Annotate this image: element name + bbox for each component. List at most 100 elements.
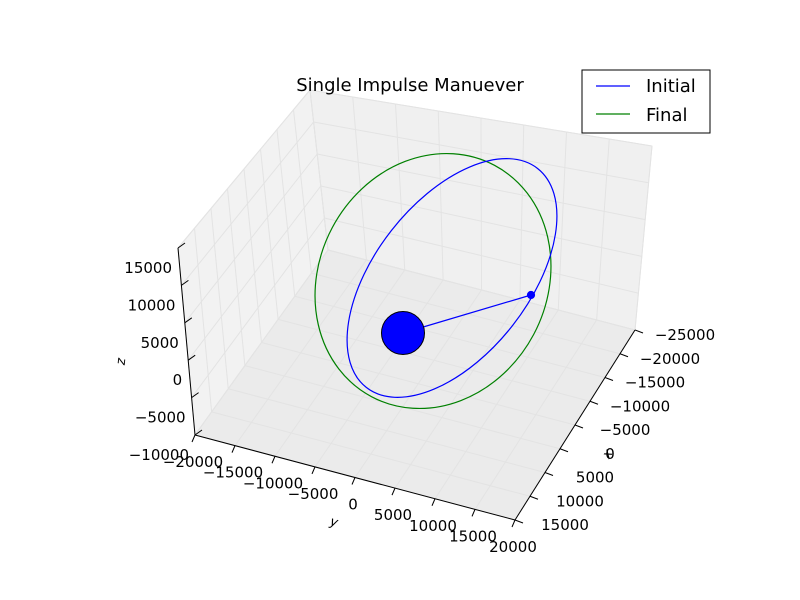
tick-mark-y: [311, 466, 316, 475]
grid-line-x: [211, 411, 531, 497]
grid-line-z: [194, 249, 329, 436]
grid-line-z: [184, 153, 318, 324]
series-initial-orbit: [346, 158, 558, 398]
tick-mark-y: [191, 434, 196, 443]
tick-label-y: 10000: [409, 517, 457, 535]
legend-label-initial: Initial: [646, 76, 696, 97]
tick-mark-y: [511, 519, 516, 528]
grid-line-x: [311, 272, 621, 355]
tick-mark-z: [181, 279, 189, 286]
tick-mark-x: [544, 472, 554, 476]
grid-line-x: [277, 318, 591, 402]
z-axis-label: z: [114, 356, 130, 367]
tick-label-z: 15000: [124, 259, 172, 277]
tick-label-x: −10000: [610, 397, 670, 415]
grid-line-y-back: [437, 110, 444, 281]
tick-mark-y: [471, 509, 476, 517]
grid-line-x: [294, 295, 606, 378]
tick-mark-y: [231, 445, 236, 453]
tick-label-y: −20000: [163, 453, 223, 471]
tick-mark-x: [619, 353, 629, 358]
ticks: [177, 242, 644, 528]
legend: Initial Final: [581, 69, 711, 134]
tick-label-x: 15000: [541, 516, 589, 534]
grid-line-z: [181, 121, 314, 286]
grid-line-x-back: [210, 208, 229, 389]
grid-line-z: [177, 89, 311, 249]
impulse-point-marker: [526, 290, 536, 300]
grid-line-y-back: [395, 103, 406, 271]
grid-line-z-back: [313, 121, 649, 184]
grid-line-z-back: [324, 217, 639, 294]
grid-line-y-back: [596, 138, 610, 321]
grid-line-z-back: [320, 185, 642, 257]
grid-line-z-back: [317, 153, 646, 221]
grid-line-y-back: [480, 117, 482, 291]
grid-line-x-back: [260, 149, 279, 320]
grid-line-z-back: [309, 89, 653, 147]
tick-label-x: 0: [605, 445, 615, 463]
tick-label-y: 5000: [374, 506, 412, 524]
orbit-plot: [314, 152, 558, 410]
tick-mark-x: [574, 424, 584, 429]
tick-label-x: −15000: [625, 374, 685, 392]
tick-label-x: −5000: [600, 421, 651, 439]
tick-label-z: −10000: [129, 446, 189, 464]
position-vector-line: [402, 294, 532, 334]
tick-label-z: −5000: [135, 409, 186, 427]
grid-line-x-back: [309, 89, 329, 251]
grid-line-y-back: [634, 145, 653, 331]
grid-line-x-back: [243, 168, 262, 343]
tick-mark-x: [514, 519, 524, 524]
grid-line-x-back: [194, 228, 213, 412]
grid-line-x: [261, 342, 576, 426]
tick-label-y: 0: [348, 496, 358, 514]
tick-label-x: 10000: [556, 492, 604, 510]
tick-mark-x: [559, 448, 569, 453]
tick-label-y: −10000: [243, 474, 303, 492]
tick-label-z: 10000: [128, 296, 176, 314]
grid-line-x-back: [276, 129, 296, 297]
grid-line-z: [191, 217, 325, 398]
tick-mark-x: [589, 400, 599, 405]
tick-label-y: −15000: [203, 464, 263, 482]
tick-mark-z: [191, 392, 199, 399]
tick-mark-z: [177, 242, 186, 249]
legend-box: [581, 69, 711, 134]
tick-mark-y: [351, 477, 356, 485]
tick-mark-y: [391, 487, 396, 496]
central-body-earth: [381, 311, 425, 355]
tick-mark-x: [604, 377, 614, 381]
grid-line-z-back: [327, 249, 636, 331]
z-axis-line: [177, 247, 196, 436]
tick-mark-z: [187, 354, 196, 361]
tick-label-x: −20000: [640, 350, 700, 368]
tick-label-y: 15000: [449, 527, 497, 545]
tick-label-y: 20000: [489, 538, 537, 556]
grid-line-y-back: [557, 131, 567, 311]
tick-mark-y: [271, 456, 276, 464]
tick-label-y: −5000: [288, 485, 339, 503]
grid-line-x-back: [227, 188, 246, 366]
grid-line-y-back: [352, 96, 367, 261]
grid-line-x-back: [293, 109, 312, 274]
y-axis-label: y: [327, 514, 340, 531]
grid-line-z: [187, 185, 322, 361]
grid-line-x: [228, 388, 546, 473]
tick-label-x: 5000: [576, 469, 614, 487]
tick-label-x: −25000: [655, 326, 715, 344]
axes-3d: −20000−15000−10000−500005000100001500020…: [114, 88, 715, 556]
tick-labels: −20000−15000−10000−500005000100001500020…: [124, 259, 715, 556]
tick-mark-y: [431, 498, 436, 506]
tick-mark-z: [184, 317, 193, 324]
tick-mark-x: [529, 495, 539, 500]
grid-lines: [177, 89, 653, 521]
tick-label-z: 0: [173, 371, 183, 389]
tick-mark-x: [634, 329, 644, 334]
tick-label-z: 5000: [141, 334, 179, 352]
legend-label-final: Final: [646, 105, 687, 126]
chart-title: Single Impulse Manuever: [296, 75, 524, 96]
grid-line-y-back: [519, 124, 525, 301]
series-final-orbit: [314, 152, 552, 410]
